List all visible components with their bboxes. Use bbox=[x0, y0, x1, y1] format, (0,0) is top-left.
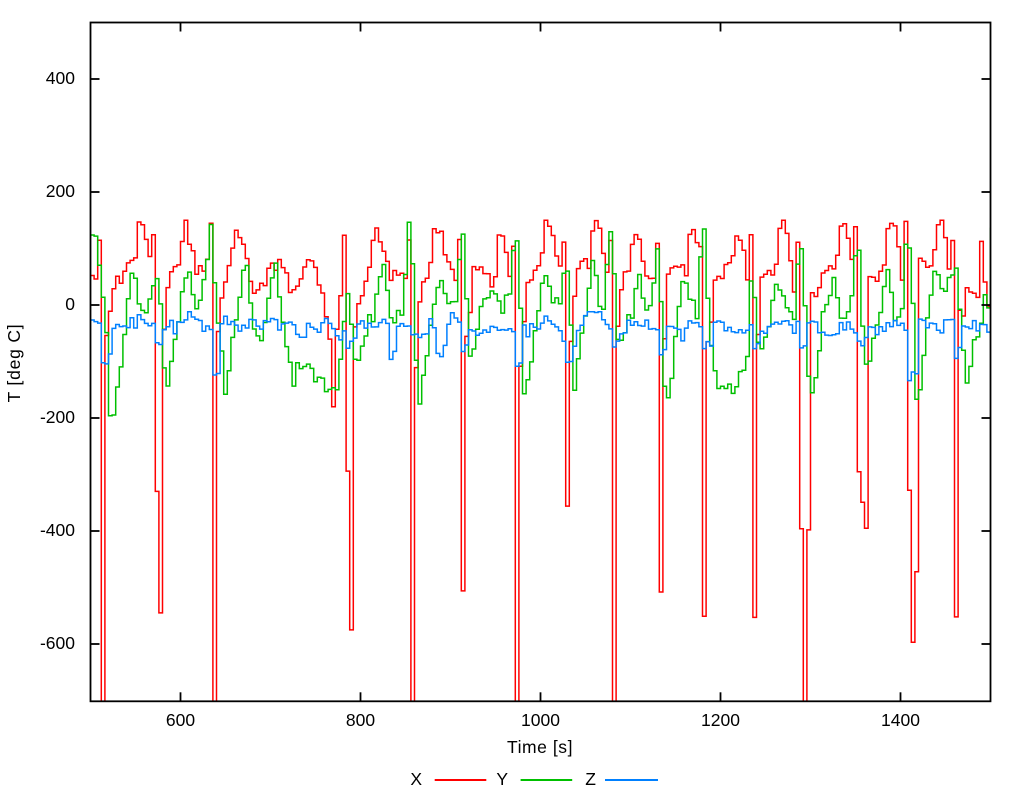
svg-text:X: X bbox=[410, 769, 422, 789]
svg-text:0: 0 bbox=[65, 294, 75, 314]
svg-text:T [deg C]: T [deg C] bbox=[4, 324, 24, 403]
svg-text:Y: Y bbox=[496, 769, 508, 789]
svg-text:Time [s]: Time [s] bbox=[507, 737, 573, 757]
svg-text:-200: -200 bbox=[40, 407, 75, 427]
svg-text:600: 600 bbox=[166, 710, 195, 730]
svg-text:800: 800 bbox=[346, 710, 375, 730]
svg-text:-600: -600 bbox=[40, 633, 75, 653]
svg-text:-400: -400 bbox=[40, 520, 75, 540]
svg-text:1400: 1400 bbox=[881, 710, 920, 730]
svg-text:400: 400 bbox=[46, 68, 75, 88]
svg-text:1200: 1200 bbox=[701, 710, 740, 730]
svg-text:200: 200 bbox=[46, 181, 75, 201]
svg-text:1000: 1000 bbox=[521, 710, 560, 730]
svg-text:Z: Z bbox=[585, 769, 596, 789]
